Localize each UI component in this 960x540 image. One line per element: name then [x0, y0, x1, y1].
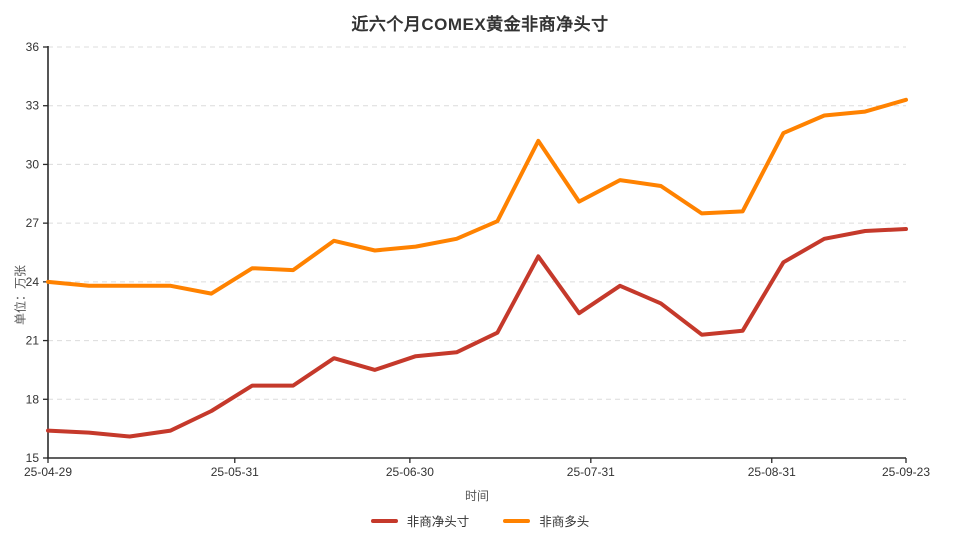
y-axis-title: 单位：万张: [13, 264, 28, 326]
x-tick-label: 25-09-23: [882, 465, 930, 479]
y-tick-label: 30: [26, 157, 40, 171]
legend-marker-long-position: [503, 518, 531, 523]
legend-item-net-position[interactable]: 非商净头寸: [370, 511, 470, 530]
x-tick-label: 25-07-31: [567, 465, 615, 479]
y-tick-label: 36: [26, 40, 40, 54]
x-axis-title: 时间: [464, 489, 489, 503]
legend-label-net-position: 非商净头寸: [406, 515, 470, 529]
chart-title: 近六个月COMEX黄金非商净头寸: [351, 15, 609, 34]
y-tick-label: 15: [26, 451, 40, 465]
legend-label-long-position: 非商多头: [539, 515, 590, 529]
legend-marker-net-position: [370, 518, 398, 523]
y-tick-label: 18: [26, 392, 40, 406]
series-line-net-position: [46, 227, 908, 439]
legend-item-long-position[interactable]: 非商多头: [503, 511, 589, 530]
y-tick-label: 24: [26, 275, 40, 289]
x-tick-label: 25-05-31: [211, 465, 259, 479]
y-tick-label: 21: [26, 334, 40, 348]
x-tick-label: 25-04-29: [24, 465, 72, 479]
y-tick-label: 27: [26, 216, 40, 230]
y-tick-label: 33: [26, 99, 40, 113]
series-line-long-position: [46, 97, 908, 296]
x-tick-label: 25-06-30: [386, 465, 434, 479]
legend: 非商净头寸 非商多头: [0, 511, 960, 530]
x-tick-label: 25-08-31: [748, 465, 796, 479]
